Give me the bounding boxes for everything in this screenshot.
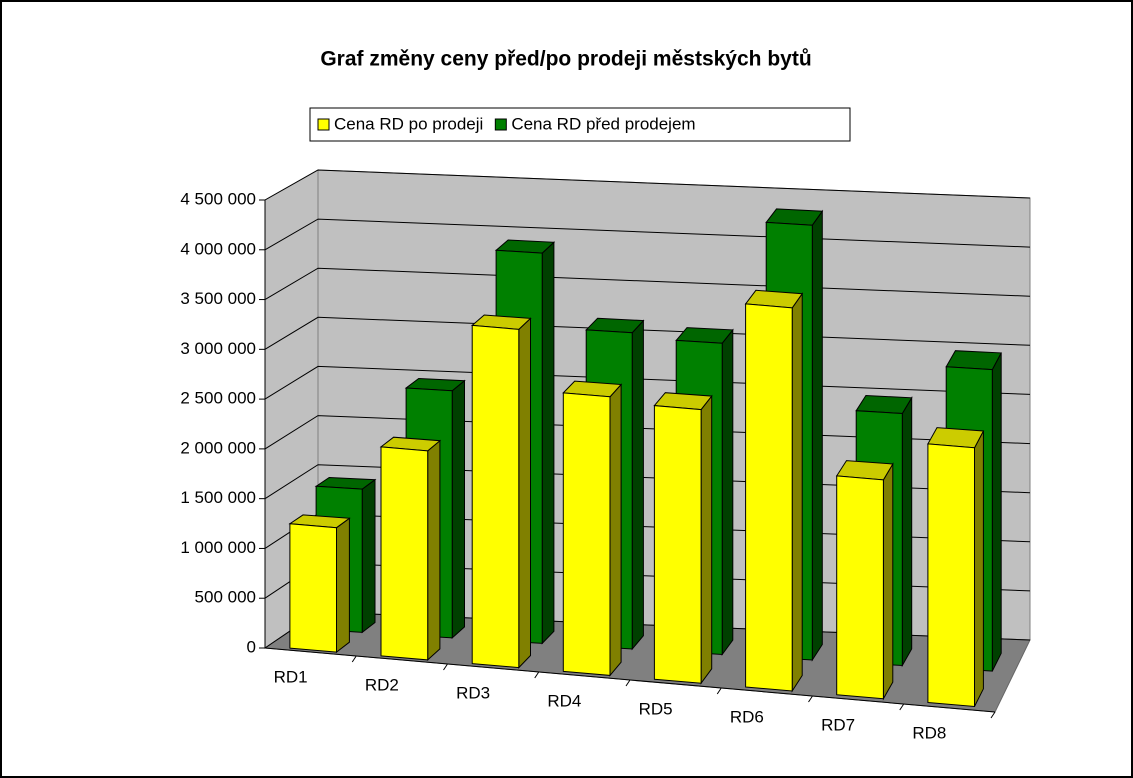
- x-tick-label: RD8: [912, 723, 946, 742]
- y-tick-label: 0: [247, 637, 256, 656]
- bar: [471, 324, 520, 669]
- bar-side: [609, 383, 622, 677]
- y-tick-label: 4 500 000: [180, 189, 256, 208]
- bar-side: [991, 352, 1002, 672]
- y-tick-label: 4 000 000: [180, 239, 256, 258]
- legend: [309, 107, 851, 142]
- bar: [289, 523, 337, 653]
- x-tick: [716, 687, 722, 695]
- bar-side: [974, 430, 984, 707]
- bar-side: [721, 328, 734, 657]
- grid-line: [264, 169, 1031, 201]
- plot: 0 500 000 1 000 000 1 500 000 2 000 000 2 500…: [180, 169, 1031, 742]
- bar-side: [901, 395, 913, 668]
- y-tick-label: 2 000 000: [180, 438, 256, 457]
- legend-label: Cena RD po prodeji: [334, 114, 483, 133]
- bar: [927, 443, 975, 708]
- legend-items: Cena RD po prodeji Cena RD před prodejem: [317, 114, 696, 133]
- x-tick-label: RD3: [456, 683, 490, 702]
- legend-swatch: [317, 118, 330, 131]
- x-tick: [534, 671, 540, 679]
- x-tick-label: RD5: [639, 699, 673, 718]
- x-tick: [625, 679, 631, 687]
- legend-swatch: [494, 118, 507, 131]
- x-tick-label: RD4: [547, 691, 581, 710]
- bar-side: [631, 319, 644, 651]
- bar-side: [361, 478, 376, 634]
- bar: [562, 392, 611, 676]
- chart-title: Graf změny ceny před/po prodeji městskýc…: [320, 48, 811, 71]
- bar-side: [518, 317, 531, 669]
- y-tick-label: 500 000: [195, 588, 256, 607]
- bar-top: [945, 350, 1003, 371]
- bar-side: [700, 394, 713, 685]
- x-tick: [899, 703, 905, 711]
- y-tick-label: 1 000 000: [180, 538, 256, 557]
- bar: [836, 475, 884, 700]
- x-tick-label: RD6: [730, 707, 764, 726]
- y-tick-label: 1 500 000: [180, 488, 256, 507]
- x-tick: [443, 663, 448, 671]
- y-tick-label: 3 000 000: [180, 339, 256, 358]
- bar-side: [427, 439, 441, 662]
- x-tick: [990, 711, 996, 719]
- bar: [380, 446, 429, 661]
- x-tick: [808, 695, 813, 703]
- bar-side: [541, 241, 555, 645]
- y-tick-label: 3 500 000: [180, 289, 256, 308]
- bar: [745, 303, 793, 692]
- bar-side: [811, 209, 823, 662]
- bar-side: [336, 517, 350, 654]
- x-tick-label: RD1: [274, 667, 308, 686]
- bar-side: [882, 462, 894, 701]
- x-tick-label: RD7: [821, 715, 855, 734]
- x-tick-label: RD2: [365, 675, 399, 694]
- bar-side: [791, 292, 803, 693]
- y-tick-label: 2 500 000: [180, 389, 256, 408]
- bar: [653, 405, 702, 684]
- bar-side: [451, 379, 465, 640]
- x-tick: [351, 655, 357, 663]
- legend-label: Cena RD před prodejem: [511, 114, 695, 133]
